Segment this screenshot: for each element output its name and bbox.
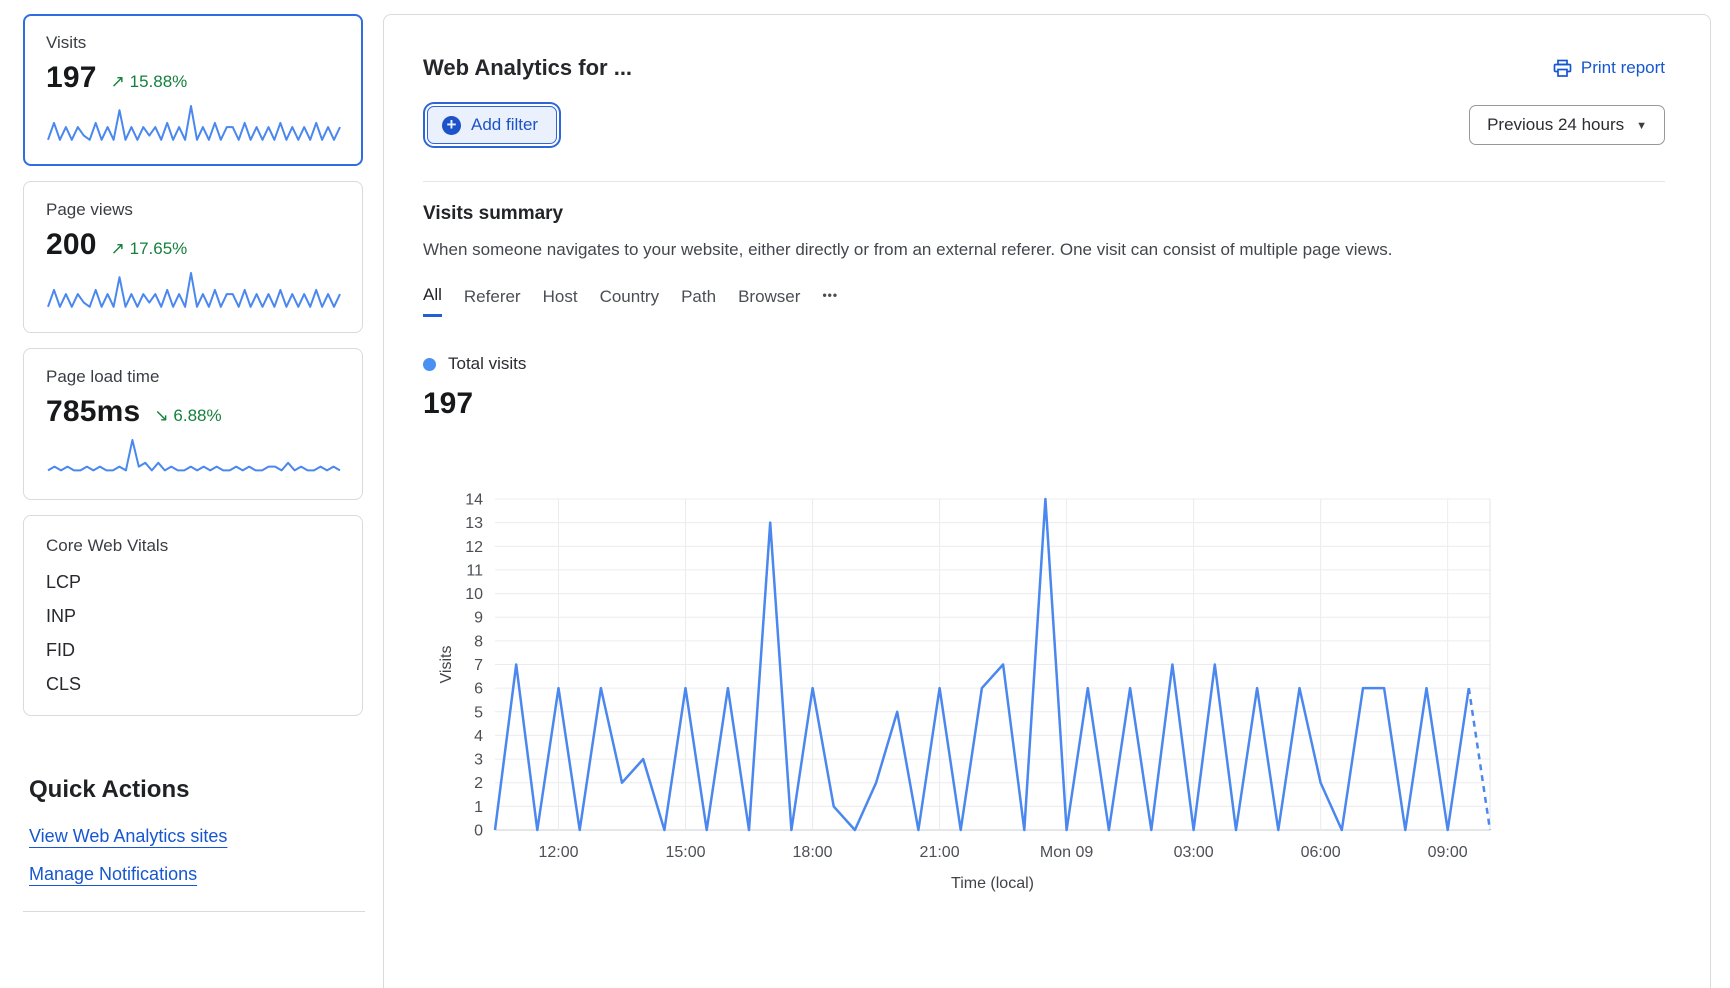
svg-text:Mon 09: Mon 09 [1040,844,1093,861]
add-filter-button[interactable]: + Add filter [427,106,558,144]
svg-text:6: 6 [474,681,483,698]
web-analytics-panel: Web Analytics for ... Print report + Add… [383,14,1711,988]
tab-browser[interactable]: Browser [738,286,801,306]
svg-text:09:00: 09:00 [1428,844,1468,861]
visits-summary-section: Visits summary When someone navigates to… [384,182,1710,897]
visits-sparkline [46,101,342,147]
svg-text:18:00: 18:00 [793,844,833,861]
trend-down-icon: ↘ [154,406,169,425]
svg-text:14: 14 [465,492,483,509]
visits-metric-card[interactable]: Visits 197 ↗ 15.88% [23,14,363,166]
cwv-metric-label: FID [46,640,75,660]
svg-text:9: 9 [474,610,483,627]
svg-text:0: 0 [474,823,483,840]
metric-value: 197 [46,61,97,94]
svg-text:13: 13 [465,515,483,532]
cwv-row-fid: FID [46,640,340,661]
section-title: Visits summary [423,203,564,224]
metric-delta: ↘ 6.88% [154,406,222,425]
tab-country[interactable]: Country [599,286,660,306]
header-divider [423,181,1665,182]
svg-text:5: 5 [474,704,483,721]
svg-text:03:00: 03:00 [1174,844,1214,861]
svg-text:2: 2 [474,775,483,792]
cwv-metric-label: LCP [46,572,82,592]
svg-text:7: 7 [474,657,483,674]
more-tabs-icon[interactable]: ••• [822,288,839,302]
cwv-metric-label: INP [46,606,77,626]
page-load-time-metric-card[interactable]: Page load time 785ms ↘ 6.88% [23,348,363,500]
visits-line-chart: 0 1 2 3 4 5 6 7 8 9 10 11 12 13 14 12:00 15:00 18:00 21:00… [437,477,1517,897]
svg-text:Time (local): Time (local) [951,875,1034,892]
metric-value: 200 [46,228,97,261]
legend-dot-icon [423,357,436,371]
trend-up-icon: ↗ [110,239,125,258]
metrics-sidebar: Visits 197 ↗ 15.88% Page views 200 ↗ 17.… [23,14,365,912]
chevron-down-icon: ▼ [1636,120,1647,132]
svg-text:3: 3 [474,752,483,769]
svg-text:Visits: Visits [438,646,455,684]
metric-delta: ↗ 15.88% [110,72,188,91]
metric-label: Visits [46,33,87,52]
time-range-dropdown[interactable]: Previous 24 hours ▼ [1469,105,1665,145]
core-web-vitals-card: Core Web Vitals LCP INP FID CLS [23,515,363,716]
svg-text:06:00: 06:00 [1301,844,1341,861]
svg-text:11: 11 [466,562,483,579]
cwv-row-inp: INP [46,606,340,627]
legend-label: Total visits [448,354,527,373]
view-web-analytics-sites-link[interactable]: View Web Analytics sites [29,826,228,846]
tab-all[interactable]: All [423,285,442,317]
core-web-vitals-title: Core Web Vitals [46,536,169,555]
cwv-metric-label: CLS [46,674,82,694]
svg-text:1: 1 [474,799,483,816]
sidebar-divider [23,911,365,912]
svg-text:10: 10 [465,586,483,603]
cwv-row-lcp: LCP [46,572,340,593]
page-views-metric-card[interactable]: Page views 200 ↗ 17.65% [23,181,363,333]
manage-notifications-link[interactable]: Manage Notifications [29,864,198,884]
quick-actions-heading: Quick Actions [29,776,190,803]
svg-text:15:00: 15:00 [666,844,706,861]
svg-text:8: 8 [474,633,483,650]
dimension-tabs: All Referer Host Country Path Browser ••… [423,285,1665,317]
svg-text:4: 4 [474,728,483,745]
printer-icon [1553,59,1572,77]
section-description: When someone navigates to your website, … [423,240,1393,259]
metric-value: 785ms [46,395,141,428]
page-views-sparkline [46,268,342,314]
cwv-row-cls: CLS [46,674,340,695]
trend-up-icon: ↗ [110,72,125,91]
print-report-link[interactable]: Print report [1553,58,1665,78]
plus-icon: + [442,115,461,135]
tab-path[interactable]: Path [681,286,717,306]
page-load-sparkline [46,435,342,481]
page-title: Web Analytics for ... [423,55,633,80]
panel-header: Web Analytics for ... Print report + Add… [384,15,1710,182]
chart-legend: Total visits [423,354,1665,374]
svg-text:12:00: 12:00 [538,844,578,861]
total-visits-value: 197 [423,387,474,420]
metric-delta: ↗ 17.65% [110,239,188,258]
tab-host[interactable]: Host [542,286,578,306]
svg-text:12: 12 [465,539,483,556]
metric-label: Page views [46,200,133,219]
tab-referer[interactable]: Referer [463,286,521,306]
svg-text:21:00: 21:00 [920,844,960,861]
metric-label: Page load time [46,367,160,386]
